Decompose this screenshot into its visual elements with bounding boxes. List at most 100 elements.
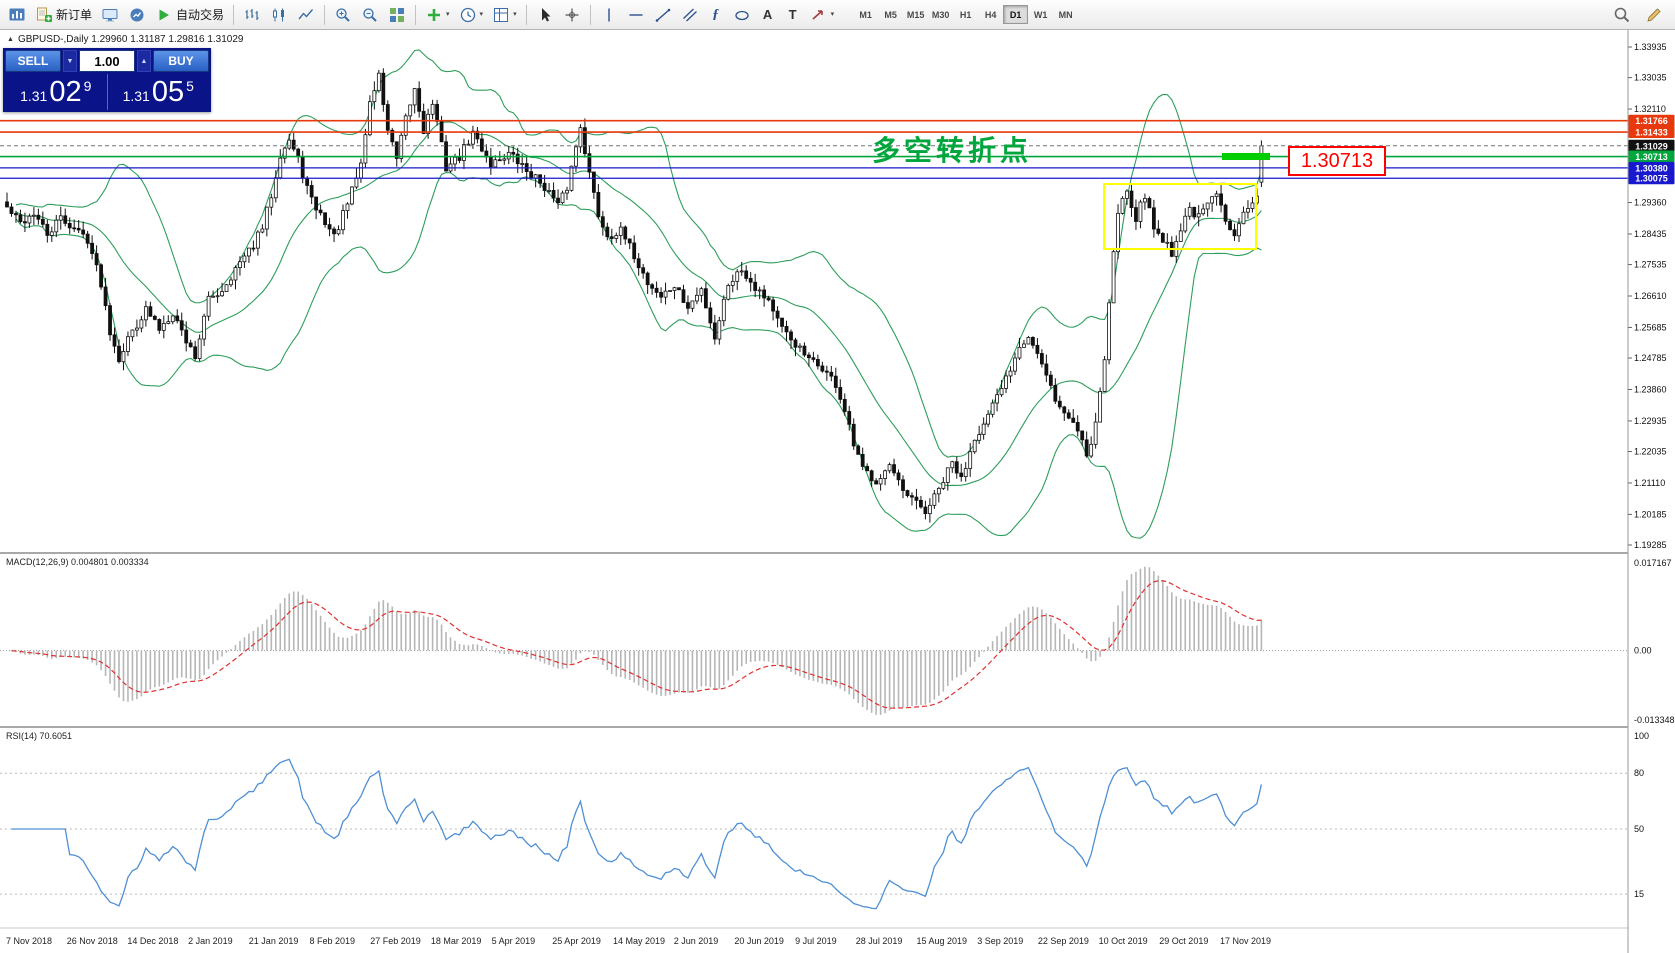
chart-title-text: GBPUSD-,Daily 1.29960 1.31187 1.29816 1.… — [17, 34, 244, 45]
price-level-callout[interactable]: 1.30713 — [1288, 146, 1386, 176]
text-tool-button[interactable]: A — [756, 3, 780, 27]
svg-text:1.28435: 1.28435 — [1634, 229, 1667, 239]
auto-trading-play-icon — [159, 9, 170, 20]
svg-text:1.30075: 1.30075 — [1635, 174, 1668, 184]
toolbar-right-icons — [1609, 3, 1671, 27]
svg-text:15: 15 — [1634, 889, 1644, 899]
svg-text:1.24785: 1.24785 — [1634, 353, 1667, 363]
svg-text:22 Sep 2019: 22 Sep 2019 — [1038, 936, 1089, 946]
horizontal-line-icon — [629, 13, 643, 16]
timeframe-button-W1[interactable]: W1 — [1033, 9, 1048, 20]
edit-button[interactable] — [1641, 3, 1667, 27]
trendline-icon — [655, 8, 670, 22]
crosshair-icon — [565, 8, 579, 21]
svg-text:26 Nov 2018: 26 Nov 2018 — [67, 936, 118, 946]
collapse-triangle-icon[interactable]: ▲ — [7, 36, 14, 43]
channel-tool-button[interactable] — [677, 3, 703, 27]
label-tool-button[interactable]: T — [781, 3, 805, 27]
tile-windows-icon — [390, 7, 405, 22]
shapes-tool-button[interactable] — [729, 3, 755, 27]
svg-text:1.30713: 1.30713 — [1635, 152, 1668, 162]
volume-increase-button[interactable]: ▲ — [137, 50, 151, 72]
vertical-line-icon — [607, 8, 610, 21]
toolbar-separator — [415, 4, 417, 25]
timeframe-button-H1[interactable]: H1 — [959, 9, 972, 20]
chart-area[interactable]: 1.33935 1.33035 1.32110 1.29360 1.28435 1.275… — [0, 30, 1675, 953]
new-order-label: 新订单 — [56, 8, 93, 22]
svg-text:20 Jun 2019: 20 Jun 2019 — [734, 936, 784, 946]
vertical-line-tool-button[interactable] — [596, 3, 622, 27]
pencil-icon — [1647, 7, 1661, 22]
sell-price-display[interactable]: 1.31 02 9 — [5, 74, 107, 110]
profiles-button[interactable] — [97, 3, 123, 27]
svg-text:1.30380: 1.30380 — [1635, 163, 1668, 173]
templates-button[interactable]: ▾ — [488, 3, 521, 27]
svg-text:1.29360: 1.29360 — [1634, 198, 1667, 208]
svg-text:9 Jul 2019: 9 Jul 2019 — [795, 936, 837, 946]
timeframe-group: M1 M5 M15 M30 H1 H4 D1 W1 MN — [853, 5, 1078, 24]
zoom-out-icon — [363, 7, 377, 22]
candlestick-chart[interactable]: 1.33935 1.33035 1.32110 1.29360 1.28435 1.275… — [0, 30, 1675, 953]
zoom-in-icon — [336, 7, 350, 22]
svg-text:29 Oct 2019: 29 Oct 2019 — [1159, 936, 1208, 946]
svg-text:100: 100 — [1634, 731, 1649, 741]
volume-input[interactable]: 1.00 — [79, 50, 135, 72]
sell-button[interactable]: SELL — [5, 50, 61, 72]
buy-price-big: 05 — [151, 76, 185, 108]
zoom-out-button[interactable] — [357, 3, 383, 27]
auto-trading-button[interactable]: 自动交易 — [151, 3, 228, 27]
app-chart-button[interactable] — [4, 3, 30, 27]
crosshair-button[interactable] — [559, 3, 585, 27]
timeframe-button-M1[interactable]: M1 — [859, 9, 872, 20]
buy-price-display[interactable]: 1.31 05 5 — [108, 74, 210, 110]
price-divider — [106, 74, 108, 110]
consolidation-rectangle[interactable] — [1103, 183, 1257, 250]
svg-text:1.23860: 1.23860 — [1634, 384, 1667, 394]
indicators-button[interactable]: ▾ — [421, 3, 454, 27]
line-chart-button[interactable] — [293, 3, 319, 27]
fibonacci-tool-button[interactable]: ƒ — [704, 3, 728, 27]
auto-trading-label: 自动交易 — [176, 8, 225, 22]
svg-text:1.31766: 1.31766 — [1635, 116, 1668, 126]
dropdown-arrow-icon: ▾ — [479, 11, 484, 18]
tile-windows-button[interactable] — [384, 3, 410, 27]
candlestick-chart-button[interactable] — [266, 3, 292, 27]
svg-text:1.22935: 1.22935 — [1634, 416, 1667, 426]
trendline-tool-button[interactable] — [650, 3, 676, 27]
sell-price-sup: 9 — [83, 78, 92, 94]
market-watch-button[interactable] — [124, 3, 150, 27]
timeframe-button-MN[interactable]: MN — [1058, 9, 1073, 20]
timeframe-button-D1[interactable]: D1 — [1003, 5, 1029, 24]
timeframe-button-M30[interactable]: M30 — [931, 9, 950, 20]
svg-text:27 Feb 2019: 27 Feb 2019 — [370, 936, 421, 946]
volume-decrease-button[interactable]: ▼ — [63, 50, 77, 72]
cursor-button[interactable] — [532, 3, 558, 27]
turning-point-annotation[interactable]: 多空转折点 — [872, 135, 1033, 166]
svg-text:1.22035: 1.22035 — [1634, 447, 1667, 457]
horizontal-line-tool-button[interactable] — [623, 3, 649, 27]
timeframe-button-H4[interactable]: H4 — [984, 9, 997, 20]
search-button[interactable] — [1609, 3, 1635, 27]
ellipse-shape-icon — [734, 10, 749, 20]
bar-chart-button[interactable] — [239, 3, 265, 27]
new-order-button[interactable]: 新订单 — [31, 3, 96, 27]
template-grid-icon — [494, 7, 509, 22]
rsi-indicator-label: RSI(14) 70.6051 — [6, 731, 73, 741]
svg-text:25 Apr 2019: 25 Apr 2019 — [552, 936, 601, 946]
clock-icon — [460, 7, 475, 22]
dropdown-arrow-icon: ▾ — [830, 11, 835, 18]
svg-text:-0.013348: -0.013348 — [1634, 715, 1675, 725]
buy-price-main: 1.31 — [122, 88, 150, 104]
timeframe-button-M5[interactable]: M5 — [884, 9, 897, 20]
zoom-in-button[interactable] — [330, 3, 356, 27]
buy-button[interactable]: BUY — [153, 50, 209, 72]
support-highlight-segment[interactable] — [1222, 153, 1270, 160]
timeframe-button-M15[interactable]: M15 — [906, 9, 925, 20]
svg-text:1.25685: 1.25685 — [1634, 322, 1667, 332]
svg-text:5 Apr 2019: 5 Apr 2019 — [492, 936, 536, 946]
arrow-tools-button[interactable]: ▾ — [806, 3, 839, 27]
svg-text:0.017167: 0.017167 — [1634, 558, 1672, 568]
periods-button[interactable]: ▾ — [455, 3, 488, 27]
svg-text:3 Sep 2019: 3 Sep 2019 — [977, 936, 1023, 946]
chart-title: ▲ GBPUSD-,Daily 1.29960 1.31187 1.29816 … — [7, 34, 243, 45]
